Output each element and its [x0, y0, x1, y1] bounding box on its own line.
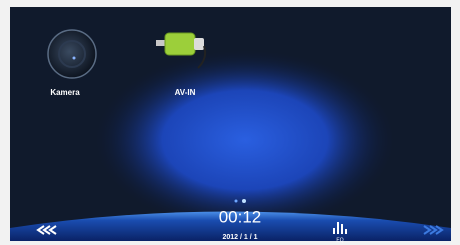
camera-icon [48, 30, 96, 78]
icon-label: AV-IN [175, 88, 196, 97]
clock-date: 2012 / 1 / 1 [222, 234, 257, 241]
page-dot [235, 200, 238, 203]
eq-bar [337, 222, 339, 234]
screen: Kamera AV-IN 00:12 2012 / 1 / 1 EQ [0, 0, 460, 245]
icon-label: Kamera [50, 88, 80, 97]
eq-bar [341, 224, 343, 234]
plug-body [165, 33, 195, 55]
eq-bar [333, 228, 335, 234]
page-dot-active [242, 199, 246, 203]
eq-bar [345, 229, 347, 234]
clock-time: 00:12 [219, 207, 262, 226]
eq-label: EQ [336, 237, 343, 243]
background-glow [95, 50, 395, 230]
plug-end [194, 38, 204, 50]
camera-dot [73, 57, 76, 60]
